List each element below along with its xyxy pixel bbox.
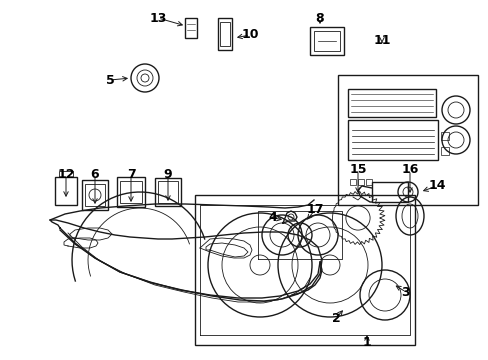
- Bar: [349, 179, 355, 185]
- Text: 2: 2: [331, 311, 340, 324]
- Text: 1: 1: [362, 336, 370, 348]
- Bar: [440, 147, 448, 155]
- Text: 10: 10: [241, 28, 258, 41]
- Bar: [184, 18, 197, 38]
- Text: 12: 12: [57, 168, 75, 181]
- Bar: [313, 31, 339, 51]
- Text: 13: 13: [149, 12, 166, 24]
- Bar: [357, 179, 363, 185]
- Bar: [371, 182, 407, 202]
- Text: 8: 8: [315, 12, 324, 24]
- Text: 15: 15: [348, 163, 366, 176]
- Bar: [347, 120, 437, 160]
- Text: 9: 9: [163, 168, 172, 181]
- Bar: [365, 179, 371, 185]
- Bar: [218, 18, 231, 50]
- Bar: [85, 184, 105, 206]
- Bar: [158, 181, 178, 203]
- Bar: [59, 171, 73, 177]
- Text: 11: 11: [372, 33, 390, 46]
- Bar: [347, 89, 435, 117]
- Text: 14: 14: [427, 180, 445, 193]
- Text: 5: 5: [105, 73, 114, 86]
- Text: 17: 17: [305, 203, 323, 216]
- Bar: [220, 22, 229, 46]
- Text: 6: 6: [90, 168, 99, 181]
- Text: 4: 4: [268, 211, 277, 225]
- Bar: [195, 195, 414, 345]
- Bar: [117, 177, 145, 207]
- Bar: [120, 181, 142, 203]
- Text: 7: 7: [126, 168, 135, 181]
- Bar: [82, 180, 108, 210]
- Bar: [309, 27, 343, 55]
- Bar: [440, 132, 448, 140]
- Text: 3: 3: [401, 285, 409, 298]
- Bar: [337, 75, 477, 205]
- Bar: [155, 178, 181, 206]
- Bar: [55, 177, 77, 205]
- Text: 16: 16: [401, 163, 418, 176]
